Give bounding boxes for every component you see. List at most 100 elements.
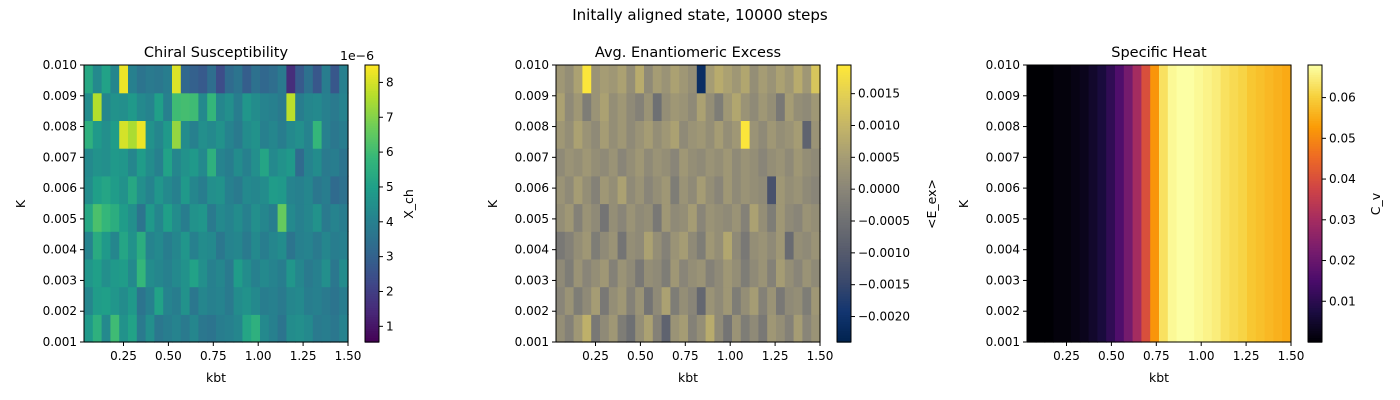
heatmap-cell bbox=[277, 175, 287, 205]
heatmap-cell bbox=[286, 231, 296, 260]
heatmap-cell bbox=[286, 175, 296, 205]
colorbar-segment bbox=[1308, 129, 1322, 133]
y-tick-label: 0.001 bbox=[515, 335, 549, 349]
heatmap-cell bbox=[260, 148, 270, 177]
heatmap-cell bbox=[582, 286, 592, 315]
heatmap-cell bbox=[180, 120, 191, 149]
x-tick-label: 0.75 bbox=[200, 349, 227, 363]
heatmap-cell bbox=[749, 203, 759, 232]
colorbar-segment bbox=[365, 168, 379, 172]
colorbar-segment bbox=[365, 90, 379, 94]
colorbar-tick-label: −0.0020 bbox=[858, 310, 910, 324]
heatmap-cell bbox=[679, 231, 689, 260]
heatmap-cell bbox=[172, 92, 182, 121]
colorbar-segment bbox=[365, 108, 379, 112]
heatmap-cell bbox=[154, 175, 164, 205]
colorbar-segment bbox=[1308, 284, 1322, 288]
colorbar-segment bbox=[1308, 148, 1322, 152]
heatmap-cell bbox=[661, 175, 671, 205]
heatmap-cell bbox=[339, 175, 349, 205]
colorbar-segment bbox=[837, 99, 851, 103]
colorbar-segment bbox=[365, 178, 379, 182]
heatmap-cell bbox=[591, 286, 601, 315]
colorbar-segment bbox=[365, 238, 379, 242]
panel-3-title: Specific Heat bbox=[1111, 45, 1207, 61]
colorbar-segment bbox=[365, 203, 379, 207]
colorbar-segment bbox=[837, 141, 851, 145]
colorbar-segment bbox=[365, 328, 379, 332]
colorbar-segment bbox=[837, 335, 851, 339]
colorbar-segment bbox=[1308, 307, 1322, 311]
colorbar-segment bbox=[837, 76, 851, 80]
heatmap-cell bbox=[233, 203, 243, 232]
colorbar-segment bbox=[837, 330, 851, 334]
colorbar-segment bbox=[365, 233, 379, 237]
colorbar-segment bbox=[1308, 65, 1322, 69]
heatmap-cell bbox=[564, 148, 575, 177]
heatmap-cell bbox=[233, 258, 243, 288]
heatmap-cell bbox=[304, 231, 314, 260]
heatmap-cell bbox=[84, 258, 94, 288]
heatmap-cell bbox=[1132, 65, 1142, 343]
heatmap-cell bbox=[740, 258, 751, 288]
heatmap-cell bbox=[145, 203, 155, 232]
heatmap-cell bbox=[573, 92, 583, 121]
colorbar-segment bbox=[1308, 228, 1322, 232]
heatmap-cell bbox=[758, 314, 768, 343]
colorbar-segment bbox=[837, 71, 851, 75]
heatmap-cell bbox=[749, 120, 759, 149]
heatmap-cell bbox=[723, 92, 733, 121]
colorbar-segment bbox=[365, 226, 379, 230]
heatmap-cell bbox=[635, 231, 645, 260]
colorbar-segment bbox=[837, 251, 851, 255]
heatmap-cell bbox=[242, 231, 252, 260]
colorbar-segment bbox=[1308, 318, 1322, 322]
colorbar-segment bbox=[1308, 76, 1322, 80]
heatmap-cell bbox=[793, 231, 803, 260]
heatmap-cell bbox=[793, 148, 803, 177]
colorbar-segment bbox=[837, 316, 851, 320]
heatmap-cell bbox=[1203, 65, 1213, 343]
colorbar-segment bbox=[365, 122, 379, 126]
heatmap-cell bbox=[802, 314, 812, 343]
heatmap-cell bbox=[172, 203, 182, 232]
colorbar-ticks: 0.01 0.02 0.03 0.04 0.05 0.06 bbox=[1322, 91, 1356, 308]
colorbar-segment bbox=[365, 307, 379, 311]
heatmap-cell bbox=[330, 258, 340, 288]
heatmap-cell bbox=[251, 203, 261, 232]
heatmap-cell bbox=[705, 120, 715, 149]
heatmap-cell bbox=[732, 148, 742, 177]
heatmap-cell bbox=[224, 65, 235, 94]
colorbar-tick-label: 0.04 bbox=[1329, 172, 1356, 186]
heatmap-cell bbox=[119, 175, 129, 205]
heatmap-cell bbox=[652, 120, 663, 149]
colorbar-segment bbox=[365, 295, 379, 299]
heatmap-cell bbox=[207, 231, 217, 260]
heatmap-cell bbox=[216, 175, 226, 205]
heatmap-cell bbox=[591, 314, 601, 343]
heatmap-cell bbox=[92, 148, 103, 177]
heatmap-cell bbox=[705, 65, 715, 94]
heatmap-cell bbox=[758, 65, 768, 94]
heatmap-cell bbox=[180, 175, 191, 205]
heatmap-cell bbox=[556, 286, 566, 315]
heatmap-cell bbox=[670, 231, 680, 260]
heatmap-cell bbox=[688, 92, 698, 121]
heatmap-cell bbox=[84, 65, 94, 94]
colorbar-segment bbox=[365, 258, 379, 262]
heatmap-cell bbox=[688, 286, 698, 315]
colorbar-segment bbox=[837, 256, 851, 260]
heatmap-cell bbox=[189, 231, 199, 260]
colorbar-segment bbox=[1308, 138, 1322, 142]
heatmap-cell bbox=[732, 231, 742, 260]
colorbar-segment bbox=[837, 145, 851, 149]
heatmap-cell bbox=[207, 314, 217, 343]
heatmap-cell bbox=[784, 65, 795, 94]
colorbar-segment bbox=[365, 221, 379, 225]
colorbar-segment bbox=[365, 65, 379, 69]
heatmap-cell bbox=[110, 203, 120, 232]
colorbar-segment bbox=[365, 325, 379, 329]
heatmap-cell bbox=[92, 92, 103, 121]
heatmap-cell bbox=[811, 203, 821, 232]
heatmap-cell bbox=[758, 148, 768, 177]
